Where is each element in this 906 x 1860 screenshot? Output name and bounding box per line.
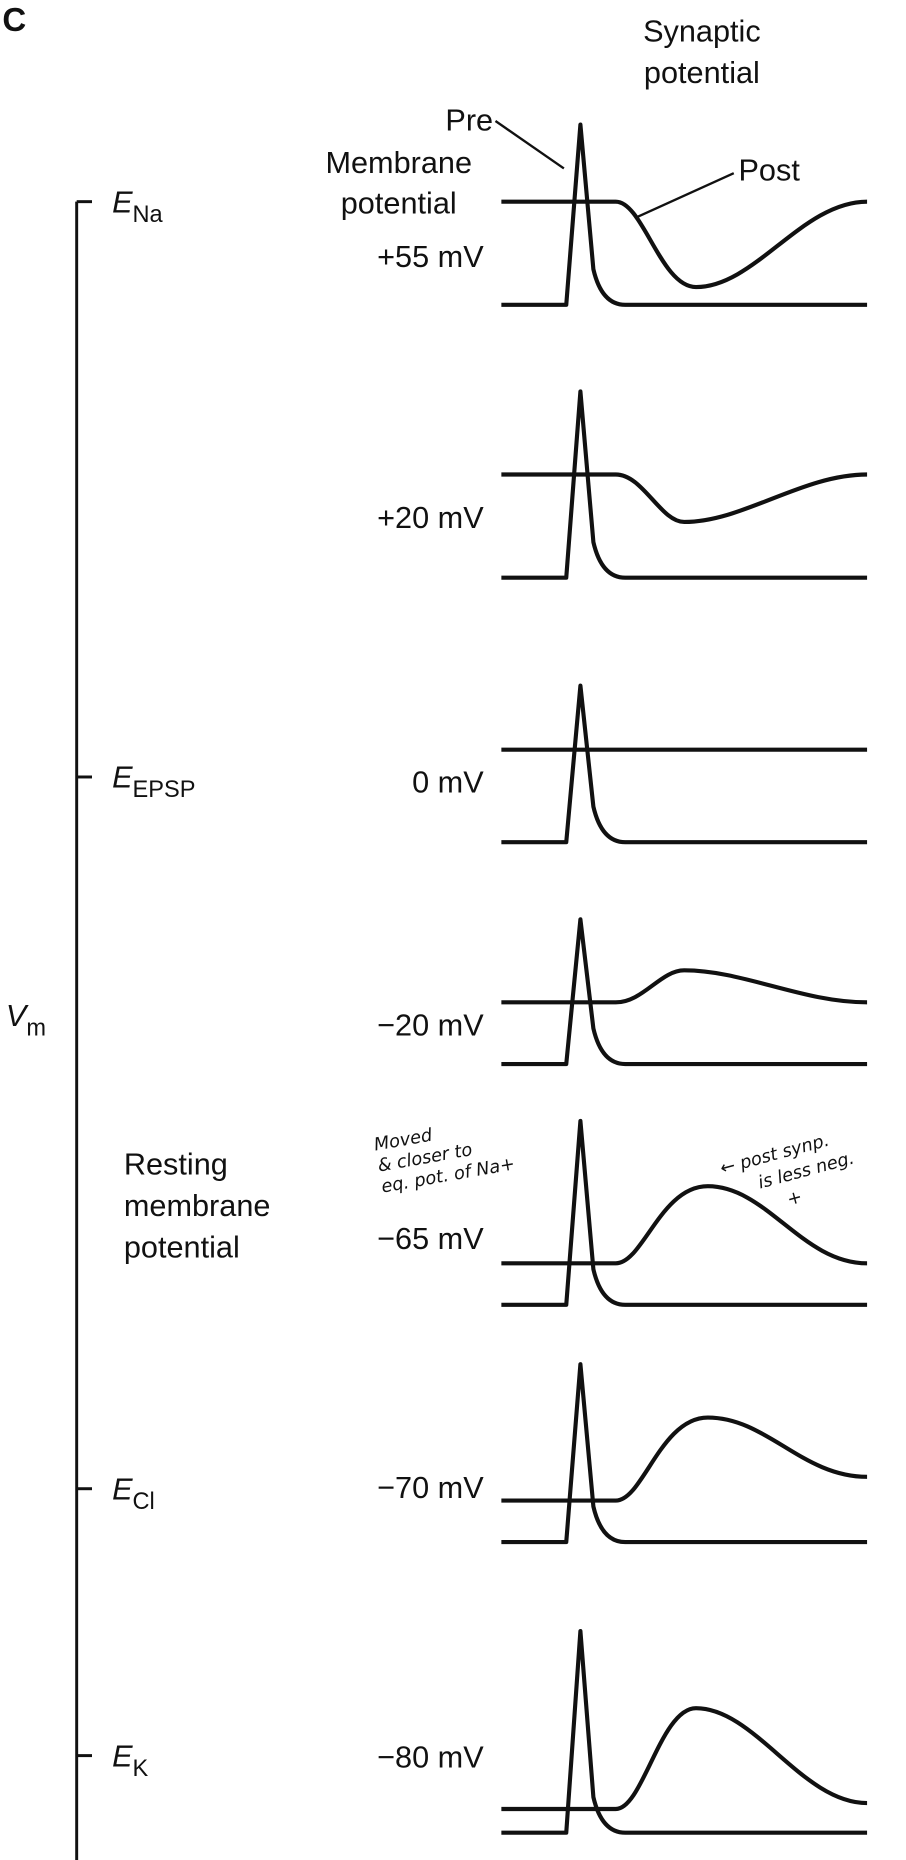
level-subscript: K	[133, 1756, 149, 1782]
post-trace	[501, 199, 868, 290]
row-label: +20 mV	[377, 500, 484, 535]
level-symbol: E	[112, 760, 133, 795]
row-label: −80 mV	[377, 1739, 484, 1774]
level-symbol: E	[112, 1738, 133, 1773]
header-title: potential	[644, 55, 760, 90]
annotation: Moved & closer to eq. pot. of Na+	[373, 1125, 517, 1197]
post-trace	[501, 1184, 868, 1266]
post-pointer	[636, 172, 735, 219]
resting-label: membrane	[124, 1188, 271, 1223]
level-label: EK	[112, 1738, 148, 1782]
row-label: −70 mV	[377, 1470, 484, 1505]
panel-label: C	[2, 2, 26, 39]
pre-trace	[501, 1362, 868, 1545]
pre-trace	[501, 1628, 868, 1835]
row-label: −65 mV	[377, 1221, 484, 1256]
post-trace	[501, 472, 868, 525]
column-label: Membrane	[325, 145, 472, 180]
pre-trace	[501, 683, 868, 845]
post-trace	[501, 1415, 868, 1503]
resting-label: Resting	[124, 1146, 228, 1181]
row-label: +55 mV	[377, 239, 484, 274]
row-label: 0 mV	[412, 764, 484, 799]
pre-trace	[501, 122, 868, 307]
level-label: ENa	[112, 184, 163, 228]
pre-trace	[501, 389, 868, 580]
header-title: Synaptic	[643, 13, 761, 48]
annotation: ← post synp. is less neg. +	[718, 1131, 856, 1211]
axis-label: Vm	[6, 998, 46, 1042]
level-symbol: E	[112, 184, 133, 219]
pre-trace	[501, 917, 868, 1067]
column-label: potential	[341, 185, 457, 220]
pre-label: Pre	[445, 102, 493, 137]
level-subscript: EPSP	[133, 777, 196, 803]
level-symbol: E	[112, 1471, 133, 1506]
post-trace	[501, 1706, 868, 1812]
level-subscript: Cl	[133, 1489, 155, 1515]
level-subscript: Na	[133, 202, 164, 228]
pre-pointer	[494, 120, 565, 170]
post-trace	[501, 968, 868, 1005]
level-label: ECl	[112, 1471, 155, 1515]
pre-trace	[501, 1118, 868, 1307]
post-label: Post	[738, 152, 800, 187]
row-label: −20 mV	[377, 1007, 484, 1042]
annotation-line: +	[785, 1187, 804, 1210]
level-label: EEPSP	[112, 760, 195, 804]
resting-label: potential	[124, 1229, 240, 1264]
